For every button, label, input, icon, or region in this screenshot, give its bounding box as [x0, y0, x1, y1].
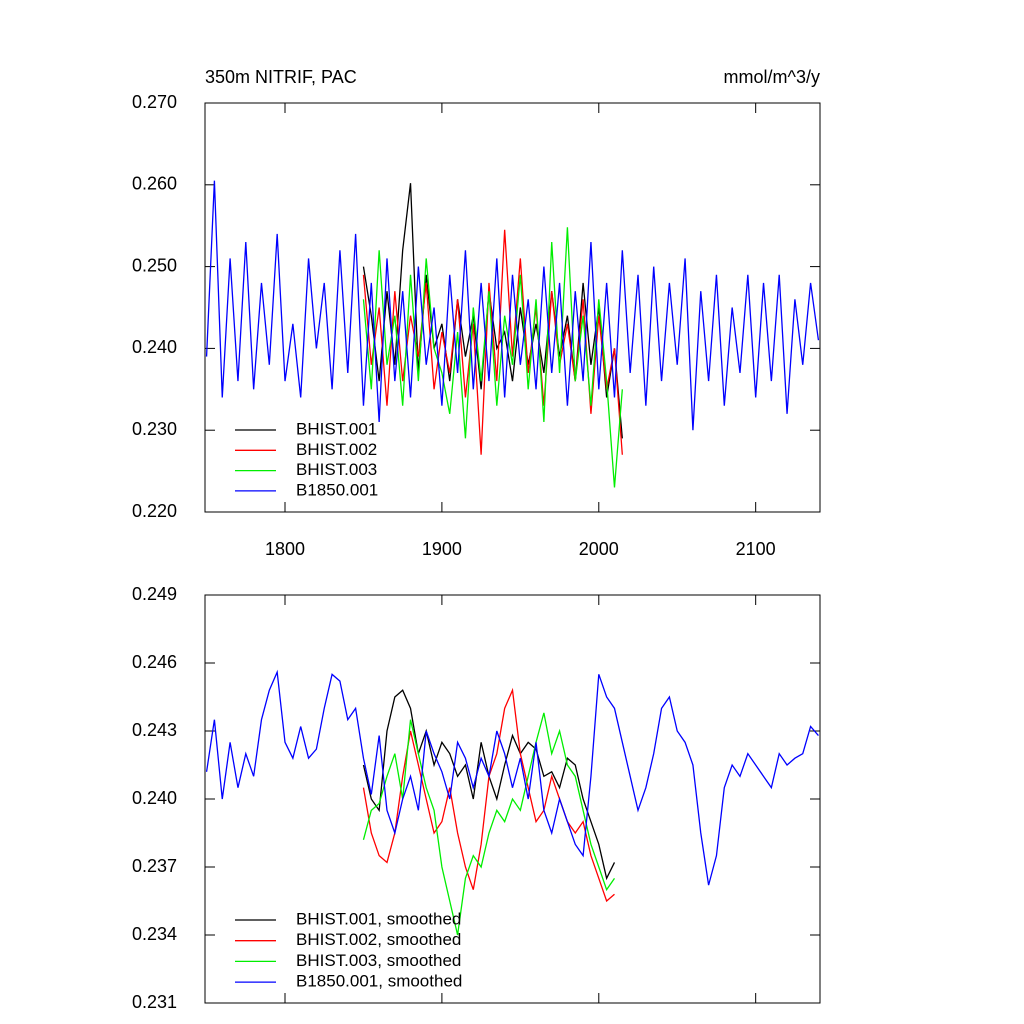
legend-label: BHIST.001, smoothed [296, 909, 461, 928]
plot-frame [204, 102, 821, 513]
y-tick-label: 0.240 [132, 337, 177, 357]
legend-label: B1850.001, smoothed [296, 972, 462, 991]
y-tick-label: 0.250 [132, 255, 177, 275]
y-tick-label: 0.230 [132, 419, 177, 439]
y-tick-label: 0.260 [132, 174, 177, 194]
y-tick-label: 0.240 [132, 788, 177, 808]
legend-label: BHIST.002 [296, 440, 377, 459]
series-line [205, 669, 819, 886]
x-tick-label: 1900 [422, 539, 462, 559]
y-tick-label: 0.220 [132, 501, 177, 521]
y-tick-label: 0.243 [132, 720, 177, 740]
series-line [362, 712, 616, 936]
x-tick-label: 1800 [265, 539, 305, 559]
legend-label: B1850.001 [296, 480, 378, 499]
units-label: mmol/m^3/y [724, 67, 820, 87]
legend-label: BHIST.002, smoothed [296, 930, 461, 949]
series-line [362, 687, 615, 903]
y-tick-label: 0.246 [132, 652, 177, 672]
y-tick-label: 0.249 [132, 584, 177, 604]
y-tick-label: 0.237 [132, 856, 177, 876]
series-line [362, 227, 623, 488]
y-tick-label: 0.234 [132, 924, 177, 944]
series-line [205, 180, 820, 431]
legend-label: BHIST.001 [296, 419, 377, 438]
y-tick-label: 0.231 [132, 992, 177, 1012]
legend-label: BHIST.003 [296, 460, 377, 479]
chart-title: 350m NITRIF, PAC [205, 67, 357, 87]
y-tick-label: 0.270 [132, 92, 177, 112]
x-tick-label: 2000 [579, 539, 619, 559]
legend-label: BHIST.003, smoothed [296, 951, 461, 970]
x-tick-label: 2100 [736, 539, 776, 559]
